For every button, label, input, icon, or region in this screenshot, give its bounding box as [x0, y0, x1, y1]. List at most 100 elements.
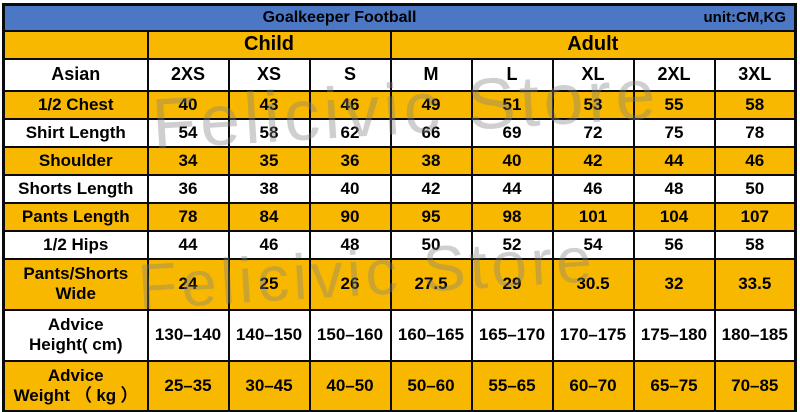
title-row: Goalkeeper Football unit:CM,KG	[2, 3, 797, 32]
table-row: Advice Height( cm) 130–140 140–150 150–160 1…	[2, 308, 797, 362]
value-cell: 38	[389, 145, 473, 176]
value-cell: 29	[470, 257, 554, 311]
row-label: Shirt Length	[2, 117, 149, 148]
group-child: Child	[146, 29, 392, 60]
value-cell: 46	[227, 229, 311, 260]
group-header-row: Child Adult	[2, 29, 797, 60]
value-cell: 34	[146, 145, 230, 176]
value-cell: 54	[551, 229, 635, 260]
value-cell: 65–75	[632, 359, 716, 412]
value-cell: 54	[146, 117, 230, 148]
size-col: 2XL	[632, 57, 716, 92]
value-cell: 42	[389, 173, 473, 204]
value-cell: 140–150	[227, 308, 311, 362]
value-cell: 40	[146, 89, 230, 120]
row-label: Advice Weight （ kg ）	[2, 359, 149, 412]
value-cell: 49	[389, 89, 473, 120]
value-cell: 38	[227, 173, 311, 204]
value-cell: 25–35	[146, 359, 230, 412]
unit-label: unit:CM,KG	[703, 9, 786, 27]
value-cell: 55–65	[470, 359, 554, 412]
value-cell: 56	[632, 229, 716, 260]
table-row: 1/2 Chest 40 43 46 49 51 53 55 58	[2, 89, 797, 120]
table-row: Pants Length 78 84 90 95 98 101 104 107	[2, 201, 797, 232]
value-cell: 69	[470, 117, 554, 148]
value-cell: 44	[146, 229, 230, 260]
value-cell: 50	[713, 173, 797, 204]
value-cell: 84	[227, 201, 311, 232]
table-row: Shoulder 34 35 36 38 40 42 44 46	[2, 145, 797, 176]
size-col: XL	[551, 57, 635, 92]
value-cell: 58	[713, 89, 797, 120]
value-cell: 35	[227, 145, 311, 176]
table-row: 1/2 Hips 44 46 48 50 52 54 56 58	[2, 229, 797, 260]
value-cell: 44	[632, 145, 716, 176]
value-cell: 24	[146, 257, 230, 311]
value-cell: 78	[713, 117, 797, 148]
value-cell: 32	[632, 257, 716, 311]
value-cell: 40	[470, 145, 554, 176]
size-col: 3XL	[713, 57, 797, 92]
page-title: Goalkeeper Football	[262, 8, 417, 26]
value-cell: 101	[551, 201, 635, 232]
size-system-label: Asian	[2, 57, 149, 92]
value-cell: 175–180	[632, 308, 716, 362]
value-cell: 48	[308, 229, 392, 260]
value-cell: 36	[146, 173, 230, 204]
value-cell: 58	[713, 229, 797, 260]
value-cell: 51	[470, 89, 554, 120]
size-col: 2XS	[146, 57, 230, 92]
size-col: L	[470, 57, 554, 92]
value-cell: 40–50	[308, 359, 392, 412]
value-cell: 43	[227, 89, 311, 120]
value-cell: 25	[227, 257, 311, 311]
row-label: 1/2 Chest	[2, 89, 149, 120]
value-cell: 130–140	[146, 308, 230, 362]
value-cell: 26	[308, 257, 392, 311]
title-cell: Goalkeeper Football unit:CM,KG	[2, 3, 797, 32]
value-cell: 160–165	[389, 308, 473, 362]
row-label: Advice Height( cm)	[2, 308, 149, 362]
value-cell: 44	[470, 173, 554, 204]
value-cell: 62	[308, 117, 392, 148]
size-header-row: Asian 2XS XS S M L XL 2XL 3XL	[2, 57, 797, 92]
table-row: Shorts Length 36 38 40 42 44 46 48 50	[2, 173, 797, 204]
value-cell: 98	[470, 201, 554, 232]
value-cell: 48	[632, 173, 716, 204]
value-cell: 60–70	[551, 359, 635, 412]
value-cell: 180–185	[713, 308, 797, 362]
value-cell: 58	[227, 117, 311, 148]
value-cell: 53	[551, 89, 635, 120]
title-bar: Goalkeeper Football unit:CM,KG	[6, 8, 794, 27]
row-label: Shoulder	[2, 145, 149, 176]
table-body: Goalkeeper Football unit:CM,KG Child Adu…	[2, 3, 797, 412]
row-label: Pants Length	[2, 201, 149, 232]
row-label: Pants/Shorts Wide	[2, 257, 149, 311]
value-cell: 30.5	[551, 257, 635, 311]
size-col: M	[389, 57, 473, 92]
value-cell: 78	[146, 201, 230, 232]
value-cell: 66	[389, 117, 473, 148]
table-row: Advice Weight （ kg ） 25–35 30–45 40–50 50–60…	[2, 359, 797, 412]
value-cell: 90	[308, 201, 392, 232]
value-cell: 36	[308, 145, 392, 176]
value-cell: 46	[308, 89, 392, 120]
value-cell: 27.5	[389, 257, 473, 311]
value-cell: 42	[551, 145, 635, 176]
value-cell: 75	[632, 117, 716, 148]
value-cell: 95	[389, 201, 473, 232]
corner-cell	[2, 29, 149, 60]
value-cell: 150–160	[308, 308, 392, 362]
value-cell: 107	[713, 201, 797, 232]
value-cell: 46	[713, 145, 797, 176]
value-cell: 72	[551, 117, 635, 148]
table-row: Shirt Length 54 58 62 66 69 72 75 78	[2, 117, 797, 148]
value-cell: 33.5	[713, 257, 797, 311]
size-chart-table: Goalkeeper Football unit:CM,KG Child Adu…	[2, 3, 797, 412]
size-col: S	[308, 57, 392, 92]
value-cell: 165–170	[470, 308, 554, 362]
value-cell: 70–85	[713, 359, 797, 412]
value-cell: 50–60	[389, 359, 473, 412]
value-cell: 55	[632, 89, 716, 120]
